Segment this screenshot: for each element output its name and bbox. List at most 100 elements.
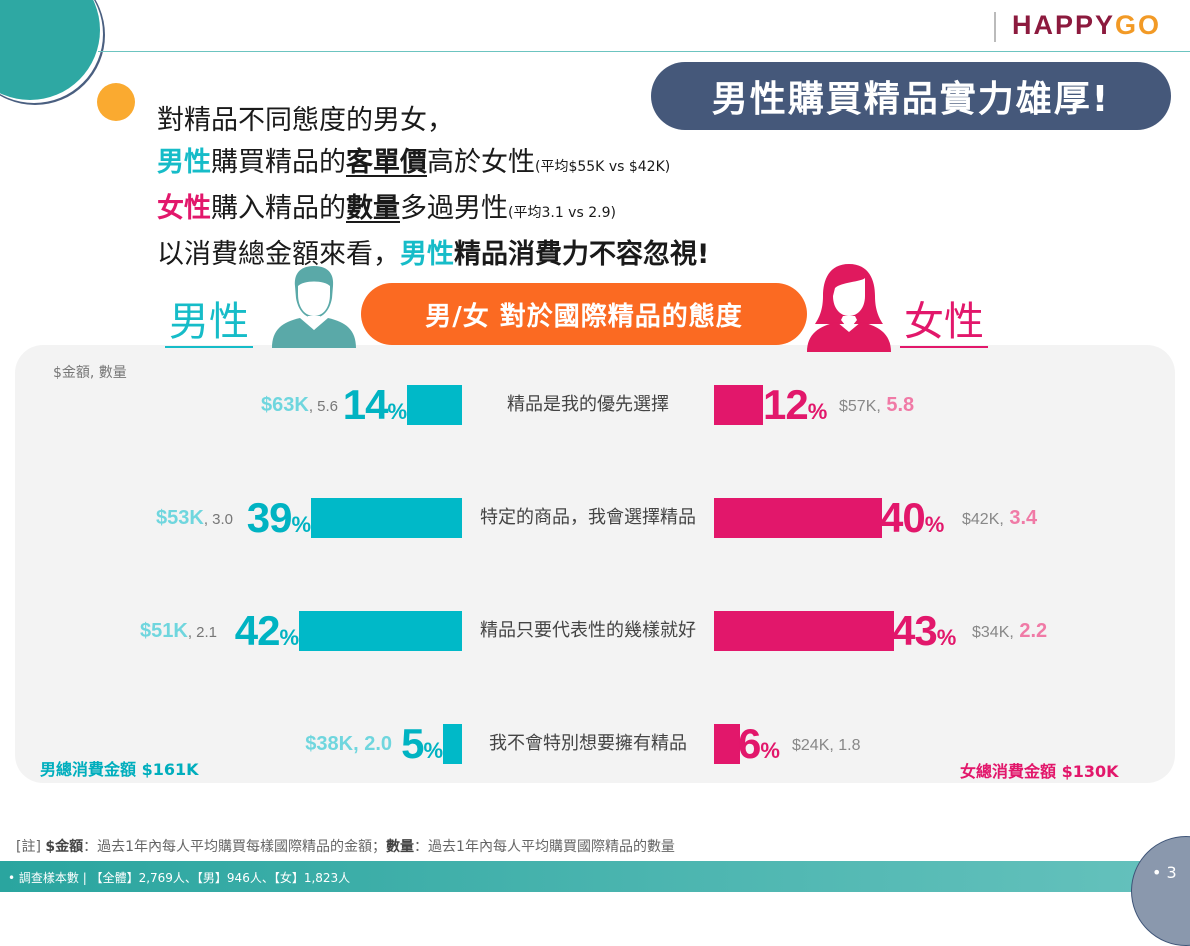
category-label: 精品只要代表性的幾樣就好	[480, 620, 696, 641]
male-bar	[443, 724, 462, 764]
footnote: [註] $金額：過去1年內每人平均購買每樣國際精品的金額；數量：過去1年內每人平…	[16, 836, 675, 856]
female-spend: $57K,	[839, 398, 881, 415]
text: 多過男性	[400, 193, 508, 224]
percent-value: 6	[738, 720, 761, 767]
female-quantity: 2.2	[1013, 620, 1048, 642]
male-percent: 5%	[401, 723, 443, 774]
female-stats: $24K, 1.8	[792, 724, 861, 766]
male-percent: 14%	[343, 384, 407, 435]
male-stats: $53K, 3.0	[156, 498, 233, 540]
percent-value: 42	[234, 607, 281, 654]
note-text: ：過去1年內每人平均購買國際精品的數量	[414, 839, 675, 855]
female-quantity: 5.8	[880, 394, 915, 416]
male-bar	[407, 385, 462, 425]
percent-value: 39	[246, 494, 293, 541]
category-label: 特定的商品，我會選擇精品	[480, 507, 696, 528]
female-bar	[714, 498, 882, 538]
male-quantity: , 2.1	[187, 624, 217, 641]
female-avatar-icon	[803, 262, 895, 356]
section-title-pill: 男/女 對於國際精品的態度	[361, 283, 807, 345]
male-stats: $38K, 2.0	[305, 724, 392, 766]
percent-sign: %	[924, 512, 945, 537]
average-note: (平均$55K vs $42K)	[535, 159, 671, 175]
emphasis: 數量	[346, 193, 400, 224]
female-bar	[714, 385, 763, 425]
axis-label: $金額, 數量	[53, 365, 127, 381]
note-text: ：過去1年內每人平均購買每樣國際精品的金額；	[83, 839, 387, 855]
category-label: 精品是我的優先選擇	[507, 394, 669, 415]
percent-value: 40	[880, 494, 926, 541]
intro-line-2: 男性購買精品的客單價高於女性(平均$55K vs $42K)	[157, 142, 709, 188]
female-spend: $34K,	[972, 624, 1014, 641]
female-spend: $42K,	[962, 511, 1004, 528]
note-prefix: [註]	[16, 839, 46, 855]
male-spend: $38K, 2.0	[305, 733, 392, 755]
male-highlight: 男性	[400, 239, 454, 270]
intro-line-3: 女性購入精品的數量多過男性(平均3.1 vs 2.9)	[157, 188, 709, 234]
bullet-dot-icon	[97, 83, 135, 121]
female-bar	[714, 611, 894, 651]
percent-value: 12	[763, 381, 809, 428]
percent-sign: %	[423, 738, 443, 763]
intro-line-1: 對精品不同態度的男女，	[157, 105, 454, 136]
male-spend: $63K	[261, 394, 309, 416]
male-percent: 42%	[235, 610, 299, 661]
male-spend: $51K	[140, 620, 188, 642]
text: 購入精品的	[211, 193, 346, 224]
note-key: 數量	[386, 839, 415, 855]
note-key: $金額	[45, 839, 84, 855]
logo-go: GO	[1115, 10, 1162, 40]
happygo-logo: HAPPYGO	[1012, 10, 1161, 41]
logo-separator	[994, 12, 996, 42]
female-stats: $34K, 2.2	[972, 611, 1047, 653]
header-divider	[98, 51, 1190, 52]
male-highlight: 男性	[157, 147, 211, 178]
text: 高於女性	[427, 147, 535, 178]
percent-sign: %	[279, 625, 299, 650]
female-spend: $24K, 1.8	[792, 737, 861, 754]
sample-size-text: • 調查樣本數 | 【全體】2,769人、【男】946人、【女】1,823人	[8, 871, 351, 885]
percent-sign: %	[387, 399, 407, 424]
emphasis: 客單價	[346, 147, 427, 178]
female-stats: $42K, 3.4	[962, 498, 1037, 540]
chart-row: $51K, 2.1 42% 精品只要代表性的幾樣就好 43% $34K, 2.2	[0, 610, 1190, 653]
female-label: 女性	[900, 298, 988, 348]
female-percent: 12%	[763, 384, 828, 435]
male-stats: $51K, 2.1	[140, 611, 217, 653]
percent-sign: %	[760, 738, 780, 763]
chart-row: $53K, 3.0 39% 特定的商品，我會選擇精品 40% $42K, 3.4	[0, 497, 1190, 540]
percent-value: 5	[401, 720, 424, 767]
female-percent: 43%	[892, 610, 957, 661]
male-bar	[299, 611, 462, 651]
text: 購買精品的	[211, 147, 346, 178]
intro-text: 對精品不同態度的男女， 男性購買精品的客單價高於女性(平均$55K vs $42…	[157, 100, 709, 276]
female-stats: $57K, 5.8	[839, 385, 914, 427]
female-total-spend: 女總消費金額 $130K	[960, 762, 1119, 781]
chart-row: $38K, 2.0 5% 我不會特別想要擁有精品 6% $24K, 1.8	[0, 723, 1190, 766]
male-bar	[311, 498, 462, 538]
male-stats: $63K, 5.6	[261, 385, 338, 427]
female-percent: 40%	[880, 497, 945, 548]
percent-sign: %	[936, 625, 957, 650]
average-note: (平均3.1 vs 2.9)	[508, 205, 616, 221]
page-number: • 3	[1152, 863, 1177, 882]
percent-value: 14	[342, 381, 389, 428]
male-quantity: , 5.6	[308, 398, 338, 415]
intro-line-4: 以消費總金額來看，男性精品消費力不容忽視!	[157, 234, 709, 276]
text: 以消費總金額來看，	[157, 239, 400, 270]
male-total-spend: 男總消費金額 $161K	[40, 760, 199, 779]
female-percent: 6%	[738, 723, 780, 774]
male-avatar-icon	[268, 264, 360, 352]
percent-sign: %	[807, 399, 828, 424]
chart-panel	[15, 345, 1175, 783]
male-quantity: , 3.0	[203, 511, 233, 528]
male-label: 男性	[165, 298, 253, 348]
percent-value: 43	[892, 607, 938, 654]
headline-banner: 男性購買精品實力雄厚!	[651, 62, 1171, 130]
footer-bar	[0, 861, 1190, 892]
female-bar	[714, 724, 740, 764]
emphasis: 精品消費力不容忽視!	[454, 239, 710, 270]
chart-row: $63K, 5.6 14% 精品是我的優先選擇 12% $57K, 5.8	[0, 384, 1190, 427]
male-spend: $53K	[156, 507, 204, 529]
male-percent: 39%	[247, 497, 311, 548]
